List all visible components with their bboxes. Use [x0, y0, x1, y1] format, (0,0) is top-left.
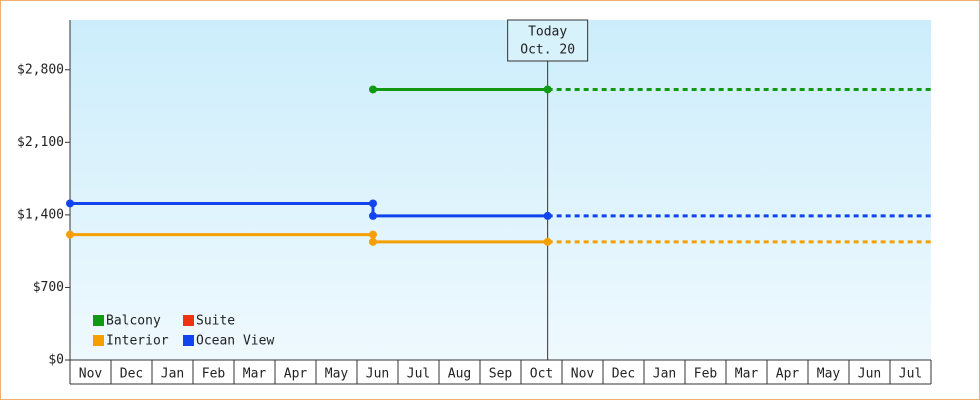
legend-label: Suite	[196, 314, 235, 329]
x-tick-label: Jul	[899, 367, 922, 382]
x-tick-label: May	[817, 367, 841, 382]
x-tick-label: Jun	[858, 367, 881, 382]
price-point	[543, 85, 552, 94]
x-tick-label: Mar	[243, 367, 267, 382]
legend-swatch	[93, 335, 104, 346]
price-point	[368, 237, 377, 246]
x-tick-label: Dec	[120, 367, 143, 382]
legend-label: Ocean View	[196, 334, 274, 349]
y-tick-label: $1,400	[17, 207, 64, 222]
y-tick-label: $2,800	[17, 62, 64, 77]
x-tick-label: Mar	[735, 367, 759, 382]
price-point	[66, 230, 74, 239]
price-point	[543, 237, 552, 246]
x-tick-label: Feb	[202, 367, 226, 382]
x-tick-label: Jan	[653, 367, 676, 382]
price-point	[66, 199, 74, 208]
today-label: Today	[528, 25, 567, 40]
price-point	[368, 230, 377, 239]
price-point	[368, 211, 377, 220]
today-box	[507, 19, 589, 62]
x-tick-label: Jan	[161, 367, 184, 382]
x-tick-label: Jun	[366, 367, 389, 382]
x-tick-label: Sep	[489, 367, 513, 382]
price-point	[368, 199, 377, 208]
x-tick-label: Aug	[448, 367, 471, 382]
y-tick-label: $2,100	[17, 135, 64, 150]
price-line	[70, 201, 548, 218]
x-tick-label: Jul	[407, 367, 430, 382]
plot-area	[70, 20, 931, 360]
x-tick-label: Apr	[776, 367, 800, 382]
legend-swatch	[183, 315, 194, 326]
legend-swatch	[93, 315, 104, 326]
x-tick-label: Nov	[571, 367, 595, 382]
x-tick-label: Feb	[694, 367, 718, 382]
legend-label: Interior	[106, 334, 169, 349]
x-tick-label: Dec	[612, 367, 635, 382]
x-tick-label: Oct	[530, 367, 553, 382]
price-point	[368, 85, 377, 94]
today-label: Oct. 20	[520, 43, 575, 58]
y-tick-label: $700	[33, 280, 64, 295]
x-tick-label: May	[325, 367, 349, 382]
legend-label: Balcony	[106, 314, 161, 329]
legend-swatch	[183, 335, 194, 346]
price-point	[543, 211, 552, 220]
y-tick-label: $0	[48, 353, 64, 368]
x-tick-label: Nov	[79, 367, 103, 382]
x-tick-label: Apr	[284, 367, 308, 382]
